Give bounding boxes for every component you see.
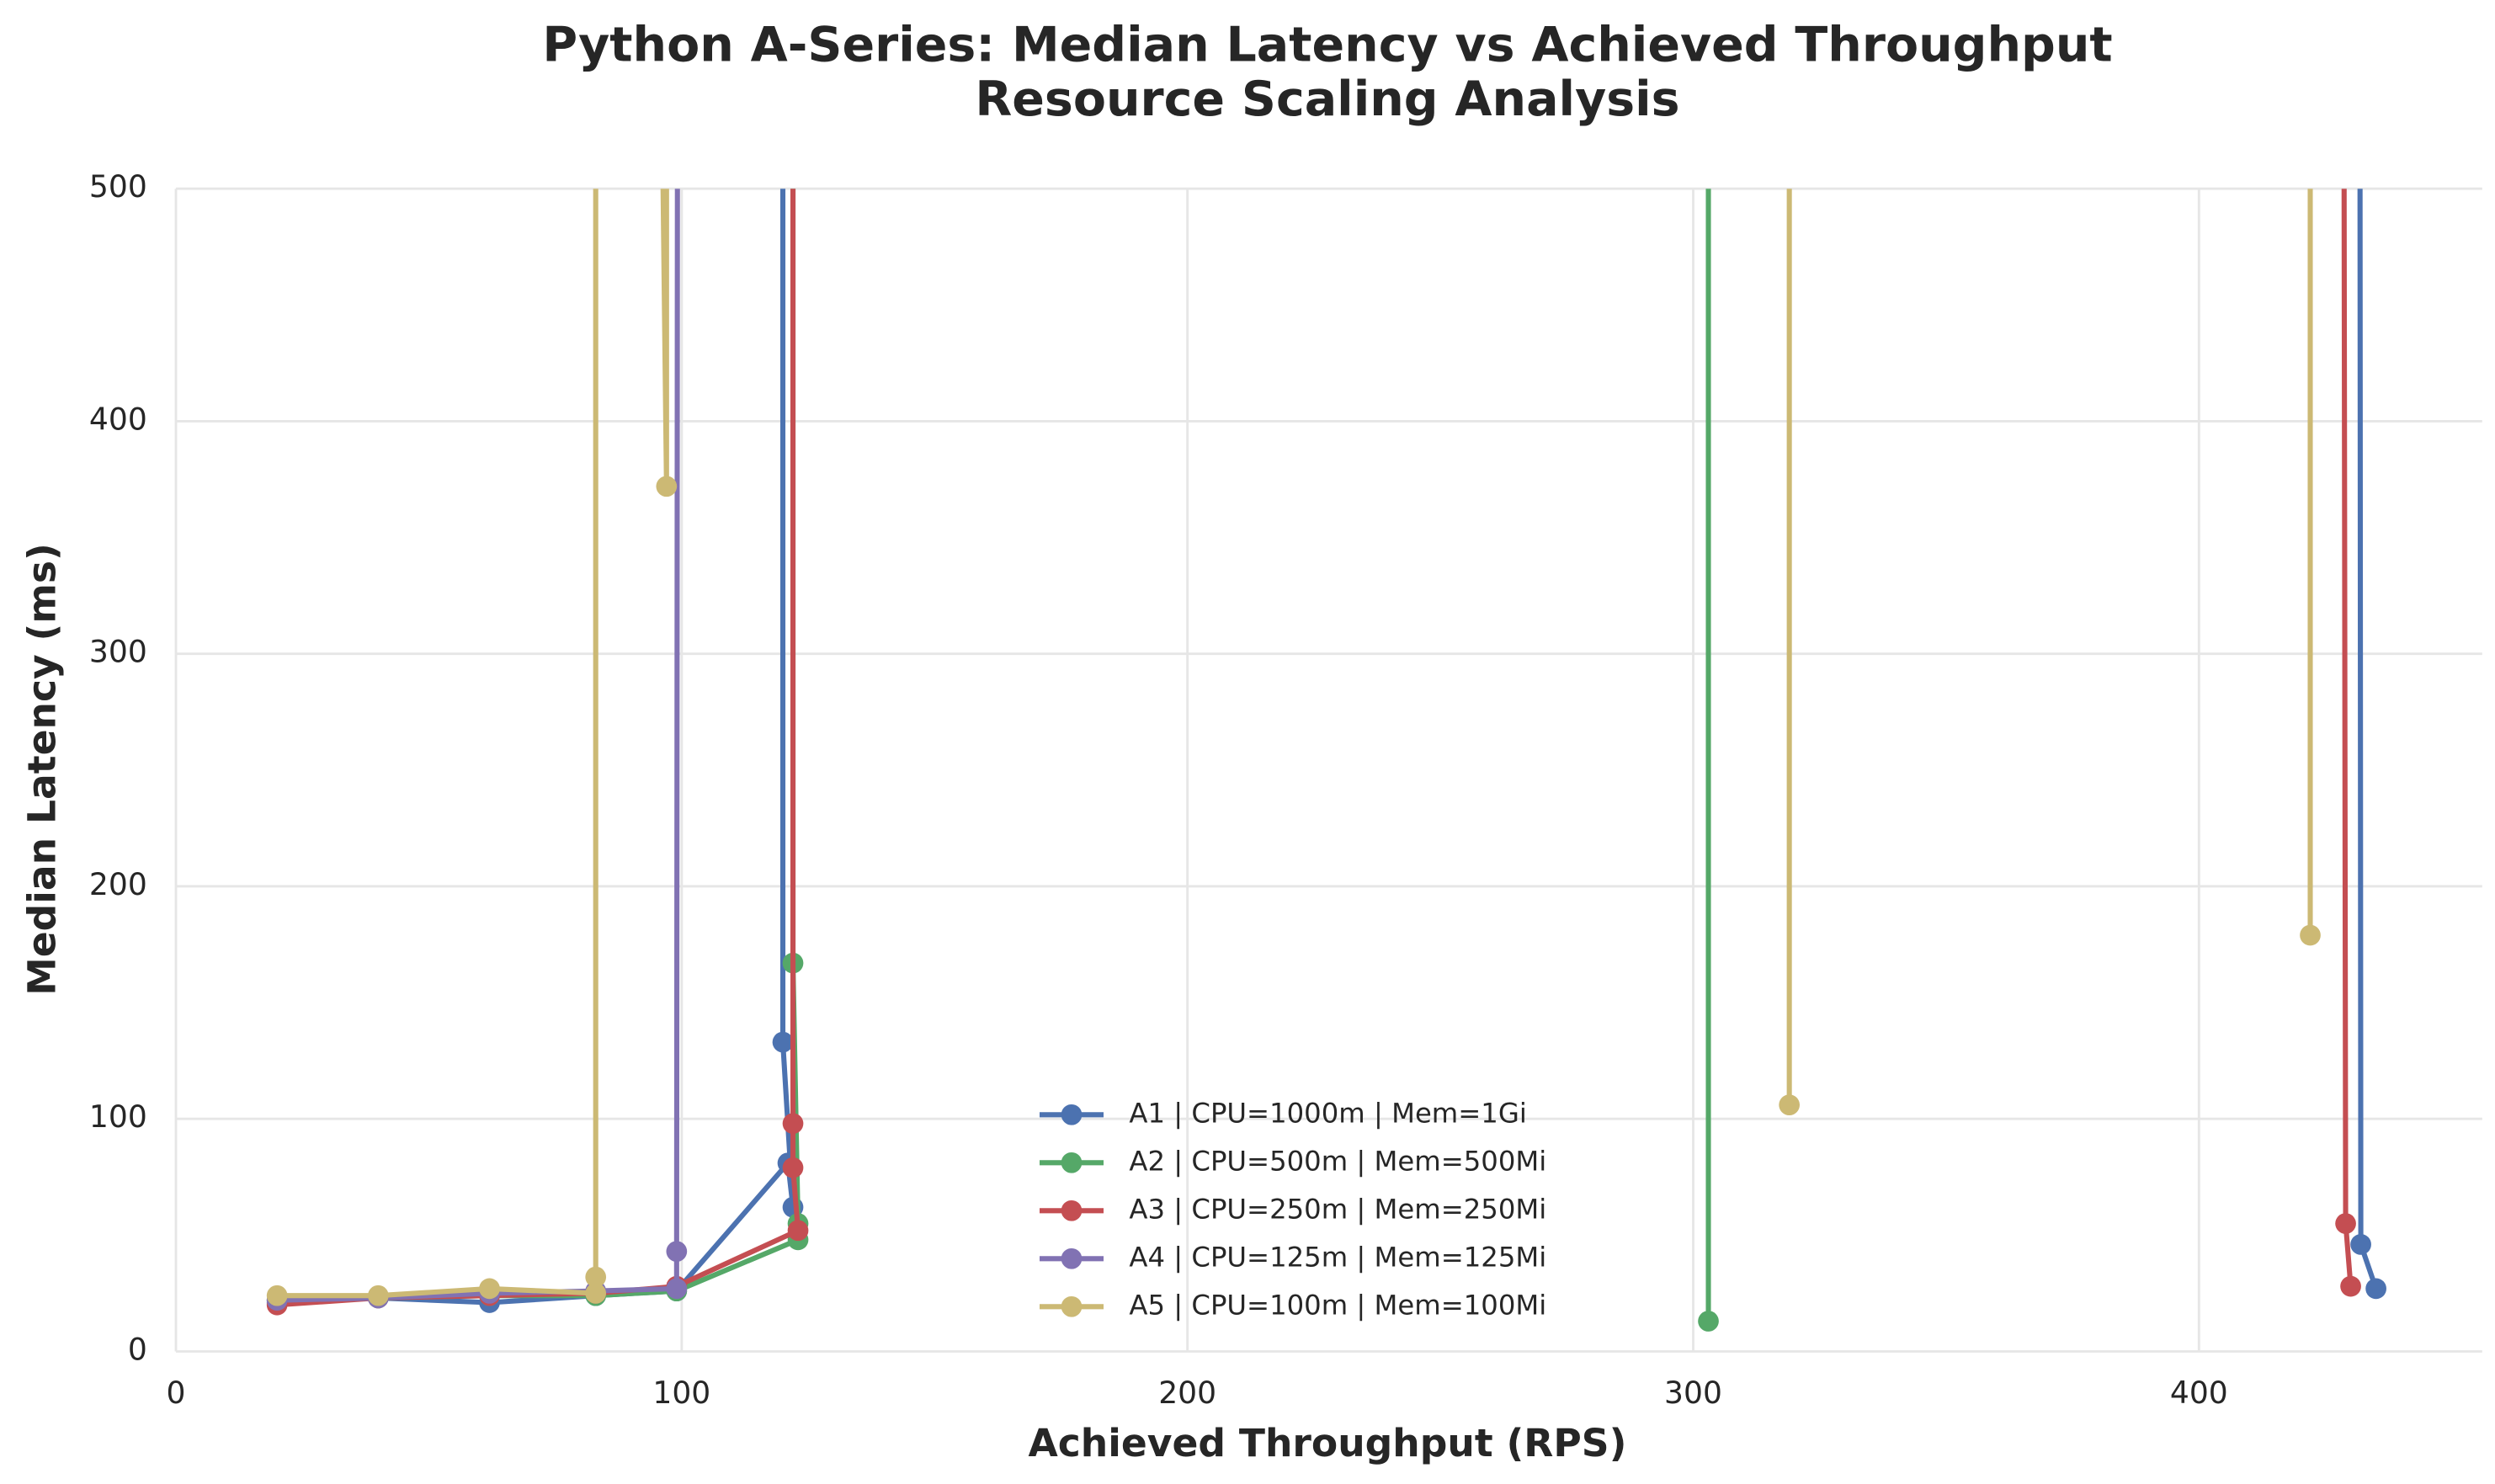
legend-label: A2 | CPU=500m | Mem=500Mi: [1129, 1145, 1546, 1177]
y-tick-label: 300: [89, 635, 147, 670]
legend-label: A1 | CPU=1000m | Mem=1Gi: [1129, 1097, 1526, 1129]
x-tick-label: 300: [1664, 1375, 1722, 1411]
data-point: [782, 1157, 804, 1178]
y-axis-label: Median Latency (ms): [20, 543, 65, 995]
legend-marker: [1061, 1295, 1083, 1317]
y-tick-label: 200: [89, 867, 147, 902]
data-point: [2340, 1275, 2361, 1297]
data-point: [2300, 924, 2321, 946]
x-tick-label: 100: [652, 1375, 710, 1411]
legend-label: A4 | CPU=125m | Mem=125Mi: [1129, 1241, 1546, 1273]
legend: A1 | CPU=1000m | Mem=1Gi A2 | CPU=500m | …: [1040, 1097, 1546, 1321]
data-point: [666, 1241, 688, 1263]
data-point: [787, 1220, 809, 1242]
legend-marker: [1061, 1247, 1083, 1269]
legend-marker: [1061, 1104, 1083, 1125]
x-tick-label: 0: [167, 1375, 186, 1411]
data-point: [585, 1266, 607, 1288]
data-point: [2350, 1234, 2371, 1255]
y-tick-label: 500: [89, 169, 147, 205]
series-line: [277, 189, 680, 1303]
data-point: [2335, 1213, 2356, 1234]
x-tick-label: 200: [1158, 1375, 1216, 1411]
legend-marker: [1061, 1199, 1083, 1221]
plot-area: [266, 189, 2386, 1332]
legend-label: A5 | CPU=100m | Mem=100Mi: [1129, 1289, 1546, 1321]
data-point: [479, 1278, 500, 1300]
data-point: [1779, 1094, 1801, 1116]
series-line: [277, 189, 2379, 1306]
legend-marker: [1061, 1152, 1083, 1173]
data-point: [1698, 1311, 1719, 1332]
x-axis-label: Achieved Throughput (RPS): [1029, 1421, 1627, 1465]
data-point: [782, 1113, 804, 1135]
x-tick-label: 400: [2170, 1375, 2228, 1411]
data-point: [367, 1285, 389, 1306]
y-tick-label: 400: [89, 402, 147, 437]
data-point: [266, 1285, 288, 1306]
data-point: [666, 1278, 688, 1300]
y-tick-label: 0: [128, 1332, 147, 1367]
chart-title: Python A-Series: Median Latency vs Achie…: [542, 18, 2112, 73]
legend-label: A3 | CPU=250m | Mem=250Mi: [1129, 1193, 1546, 1225]
chart-subtitle: Resource Scaling Analysis: [975, 72, 1679, 127]
data-point: [2365, 1278, 2386, 1300]
data-point: [585, 1283, 607, 1304]
y-tick-label: 100: [89, 1099, 147, 1135]
data-point: [772, 1031, 794, 1053]
data-point: [656, 476, 678, 497]
